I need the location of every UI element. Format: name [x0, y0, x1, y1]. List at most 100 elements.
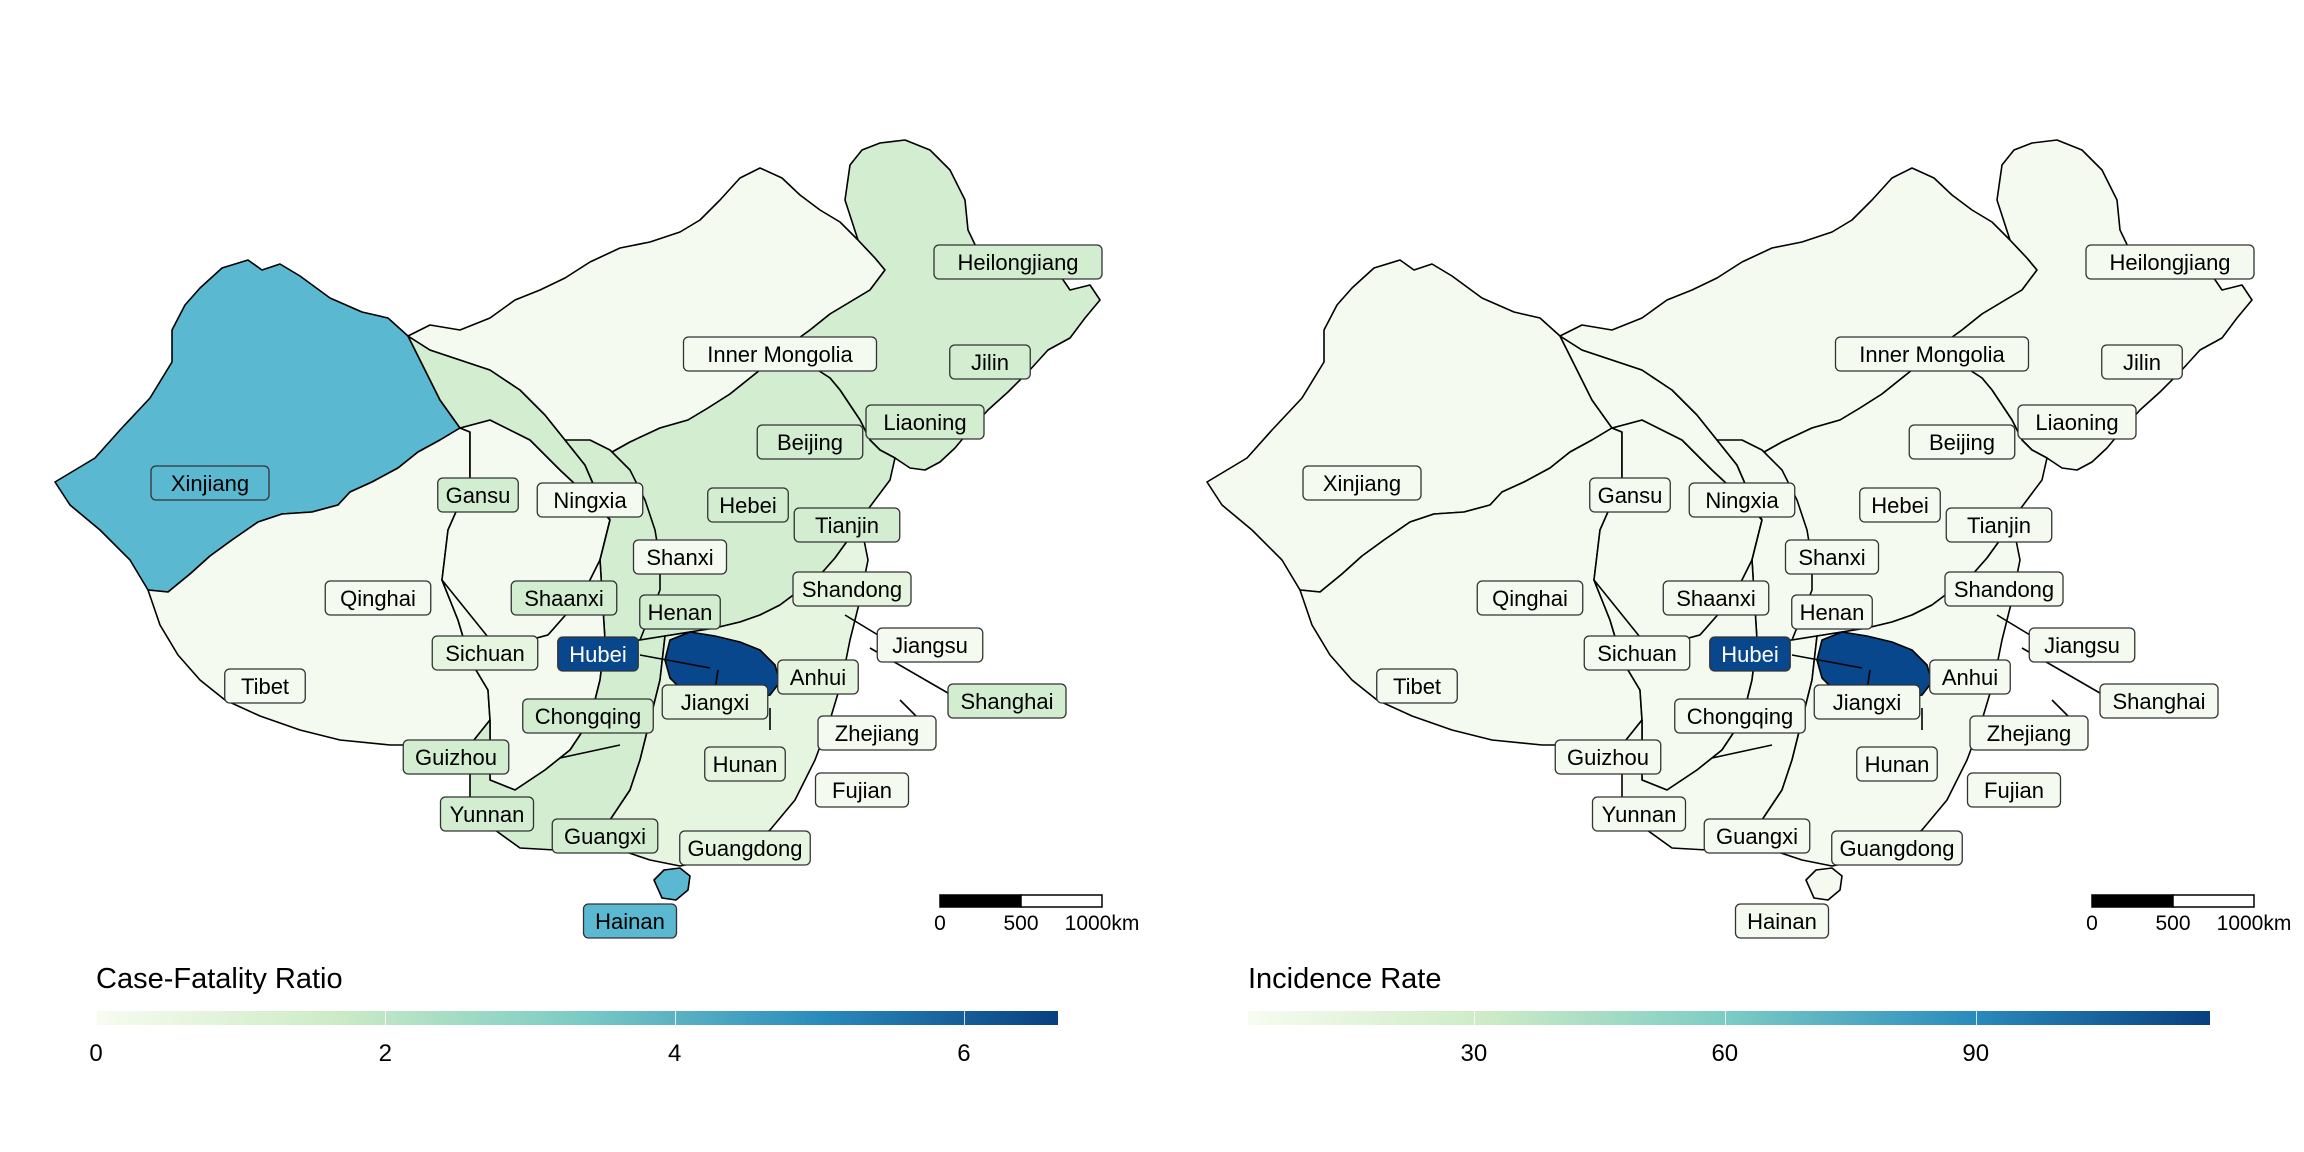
province-label-henan: Henan [639, 594, 721, 630]
label-text: Ningxia [553, 488, 627, 513]
region-hainan [1805, 867, 1843, 901]
province-label-gansu: Gansu [1589, 477, 1671, 513]
label-text: Gansu [1598, 483, 1663, 508]
province-label-heilongjiang: Heilongjiang [933, 244, 1103, 280]
label-box [522, 698, 654, 734]
province-label-hunan: Hunan [1856, 746, 1938, 782]
label-text: Tibet [241, 674, 289, 699]
scale-bar-label: 0 [934, 912, 946, 935]
label-box [1859, 487, 1941, 523]
label-box [777, 659, 859, 695]
label-text: Guizhou [415, 745, 497, 770]
label-text: Liaoning [883, 410, 966, 435]
label-box [1908, 424, 2016, 460]
label-text: Hainan [1747, 909, 1817, 934]
label-text: Anhui [790, 665, 846, 690]
label-box [1709, 636, 1791, 672]
province-label-qinghai: Qinghai [1476, 580, 1584, 616]
province-label-tianjin: Tianjin [1945, 507, 2053, 543]
label-text: Yunnan [450, 802, 525, 827]
label-text: Inner Mongolia [707, 342, 853, 367]
label-leader-line [639, 654, 711, 669]
label-text: Heilongjiang [2109, 250, 2230, 275]
label-box [947, 683, 1067, 719]
province-label-hainan: Hainan [582, 903, 678, 939]
label-box [431, 635, 539, 671]
legend-tick-mark [1473, 1011, 1475, 1025]
label-leader-line [559, 744, 621, 759]
label-text: Hunan [1865, 752, 1930, 777]
label-text: Liaoning [2035, 410, 2118, 435]
province-label-jilin: Jilin [2101, 344, 2183, 380]
label-box [1376, 668, 1458, 704]
label-box [1784, 539, 1880, 575]
label-box [933, 244, 1103, 280]
scale-bar: 0 500 1000km [934, 894, 1140, 935]
province-label-guizhou: Guizhou [402, 739, 510, 775]
legend-tick-label: 6 [957, 1040, 971, 1067]
label-box [865, 404, 985, 440]
province-label-beijing: Beijing [756, 424, 864, 460]
label-text: Tianjin [815, 513, 879, 538]
label-box [1589, 477, 1671, 513]
province-label-jiangxi: Jiangxi [1813, 684, 1921, 720]
label-box [1703, 818, 1811, 854]
label-box [949, 344, 1031, 380]
scale-bar-segment [1020, 894, 1103, 908]
province-label-guangxi: Guangxi [551, 818, 659, 854]
label-box [661, 684, 769, 720]
label-box [1929, 659, 2011, 695]
label-text: Guangdong [688, 836, 803, 861]
province-label-guizhou: Guizhou [1554, 739, 1662, 775]
label-box [2101, 344, 2183, 380]
legend-title: Case-Fatality Ratio [96, 963, 343, 995]
province-label-sichuan: Sichuan [1583, 635, 1691, 671]
label-text: Anhui [1942, 665, 1998, 690]
label-text: Shanxi [646, 545, 713, 570]
province-label-gansu: Gansu [437, 477, 519, 513]
label-text: Shanxi [1798, 545, 1865, 570]
label-text: Heilongjiang [957, 250, 1078, 275]
province-label-anhui: Anhui [1929, 659, 2011, 695]
province-label-ningxia: Ningxia [1688, 482, 1796, 518]
label-leader-line [1711, 744, 1773, 759]
province-label-yunnan: Yunnan [439, 796, 535, 832]
legend-tick-mark [1975, 1011, 1977, 1025]
legend-tick-mark [385, 1011, 387, 1025]
province-label-fujian: Fujian [814, 772, 910, 808]
province-label-tibet: Tibet [1376, 668, 1458, 704]
province-label-qinghai: Qinghai [324, 580, 432, 616]
label-box [793, 507, 901, 543]
label-box [1791, 594, 1873, 630]
label-box [1583, 635, 1691, 671]
scale-bar-segment [2172, 894, 2255, 908]
label-text: Qinghai [1492, 586, 1568, 611]
label-text: Gansu [446, 483, 511, 508]
label-box [1969, 715, 2089, 751]
province-label-shaanxi: Shaanxi [510, 580, 618, 616]
province-label-tibet: Tibet [224, 668, 306, 704]
label-text: Guangxi [564, 824, 646, 849]
scale-bar-segment [939, 894, 1022, 908]
province-label-shandong: Shandong [1944, 571, 2064, 607]
province-label-sichuan: Sichuan [431, 635, 539, 671]
province-label-zhejiang: Zhejiang [1969, 715, 2089, 751]
label-box [582, 903, 678, 939]
province-label-xinjiang: Xinjiang [150, 465, 270, 501]
label-text: Xinjiang [171, 471, 249, 496]
label-leader-line [1791, 654, 1863, 669]
label-text: Guangdong [1840, 836, 1955, 861]
province-label-guangxi: Guangxi [1703, 818, 1811, 854]
label-text: Qinghai [340, 586, 416, 611]
label-box [150, 465, 270, 501]
label-text: Hebei [1871, 493, 1928, 518]
label-box [876, 627, 984, 663]
label-box [439, 796, 535, 832]
legend-tick-label: 4 [667, 1040, 682, 1067]
scale-bar: 0 500 1000km [2086, 894, 2291, 935]
province-label-xinjiang: Xinjiang [1302, 465, 1422, 501]
label-box [1688, 482, 1796, 518]
legend-tick-label: 60 [1711, 1040, 1739, 1067]
scale-bar-label: 1000km [1065, 912, 1140, 935]
label-text: Fujian [1984, 778, 2044, 803]
